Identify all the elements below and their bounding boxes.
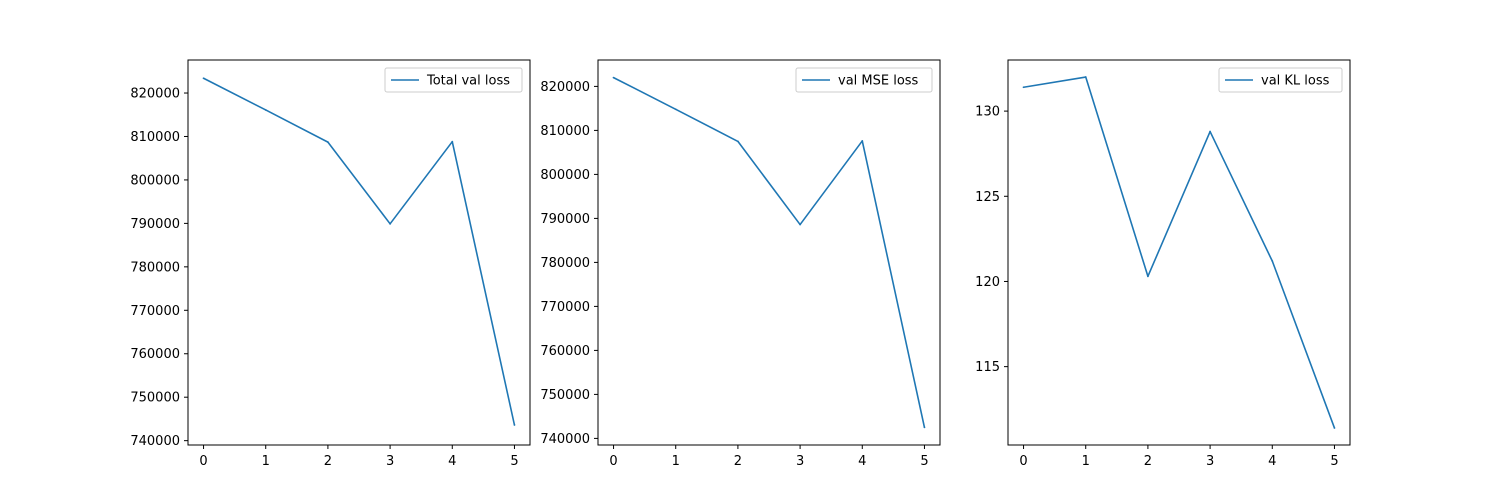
legend-box [384,67,523,93]
y-tick-label: 800000 [130,173,180,188]
y-tick-label: 760000 [540,344,590,359]
axes-frame [597,59,941,446]
y-tick-label: 780000 [540,256,590,271]
x-tick-label: 5 [1330,454,1338,469]
x-tick-label: 2 [734,454,742,469]
x-tick-label: 1 [1082,454,1090,469]
legend-label: Total val loss [426,74,510,89]
data-point [799,223,801,226]
data-point [923,426,926,429]
legend-box [795,67,933,93]
y-tick-label: 770000 [540,300,590,315]
data-point [202,77,205,80]
data-point [327,141,329,144]
x-tick-label: 1 [262,454,270,469]
legend-label: val KL loss [1261,74,1330,89]
x-tick-label: 0 [609,454,617,469]
data-point [264,109,267,111]
y-tick-label: 750000 [540,388,590,403]
y-tick-label: 790000 [540,212,590,227]
series-line [613,76,926,428]
y-tick-label: 760000 [130,347,180,362]
x-tick-label: 2 [324,454,332,469]
y-tick-label: 820000 [130,87,180,102]
data-point [861,140,864,142]
y-tick-label: 790000 [130,217,180,232]
x-tick-label: 3 [386,454,394,469]
y-tick-label: 800000 [540,168,590,183]
y-tick-label: 740000 [540,432,590,447]
y-tick-label: 810000 [540,124,590,139]
y-tick-label: 810000 [130,130,180,145]
x-tick-label: 1 [672,454,680,469]
y-tick-label: 820000 [540,80,590,95]
x-tick-label: 5 [920,454,928,469]
data-point [389,222,391,225]
x-tick-label: 0 [199,454,207,469]
data-point [612,76,615,79]
data-point [1022,86,1025,89]
axes-frame [1007,59,1351,446]
data-point [1147,275,1149,278]
legend-box [1218,67,1343,93]
data-point [737,140,739,143]
y-tick-label: 780000 [130,260,180,275]
y-tick-label: 770000 [130,304,180,319]
data-point [674,108,677,111]
axes-frame [187,59,531,446]
y-tick-label: 130 [975,105,1000,120]
legend: val KL loss [1218,67,1343,93]
data-point [513,424,516,426]
axes-3: 0 1 2 3 4 5 115 120 125 130 val KL loss [975,59,1351,469]
y-tick-label: 750000 [130,391,180,406]
y-tick-label: 115 [975,360,1000,375]
data-point [451,140,454,143]
data-point [1084,76,1087,78]
legend-label: val MSE loss [838,74,919,89]
x-tick-label: 5 [510,454,518,469]
series-line [1023,76,1336,429]
axes-2: 0 1 2 3 4 5 740000 750000 760000 770000 780000 7900… [540,59,941,469]
x-tick-label: 4 [448,454,456,469]
series-line [203,77,516,426]
y-tick-label: 125 [975,190,1000,205]
x-tick-label: 4 [858,454,866,469]
legend: val MSE loss [795,67,933,93]
data-point [1333,427,1336,429]
x-tick-label: 3 [1206,454,1214,469]
y-tick-label: 740000 [130,434,180,449]
x-tick-label: 4 [1268,454,1276,469]
data-point [1209,130,1211,133]
x-tick-label: 2 [1144,454,1152,469]
x-tick-label: 3 [796,454,804,469]
y-tick-label: 120 [975,275,1000,290]
axes-1: 0 1 2 3 4 5 740000 750000 760000 770000 780000 7900… [130,59,531,469]
x-tick-label: 0 [1019,454,1027,469]
data-point [1271,260,1274,262]
legend: Total val loss [384,67,523,93]
